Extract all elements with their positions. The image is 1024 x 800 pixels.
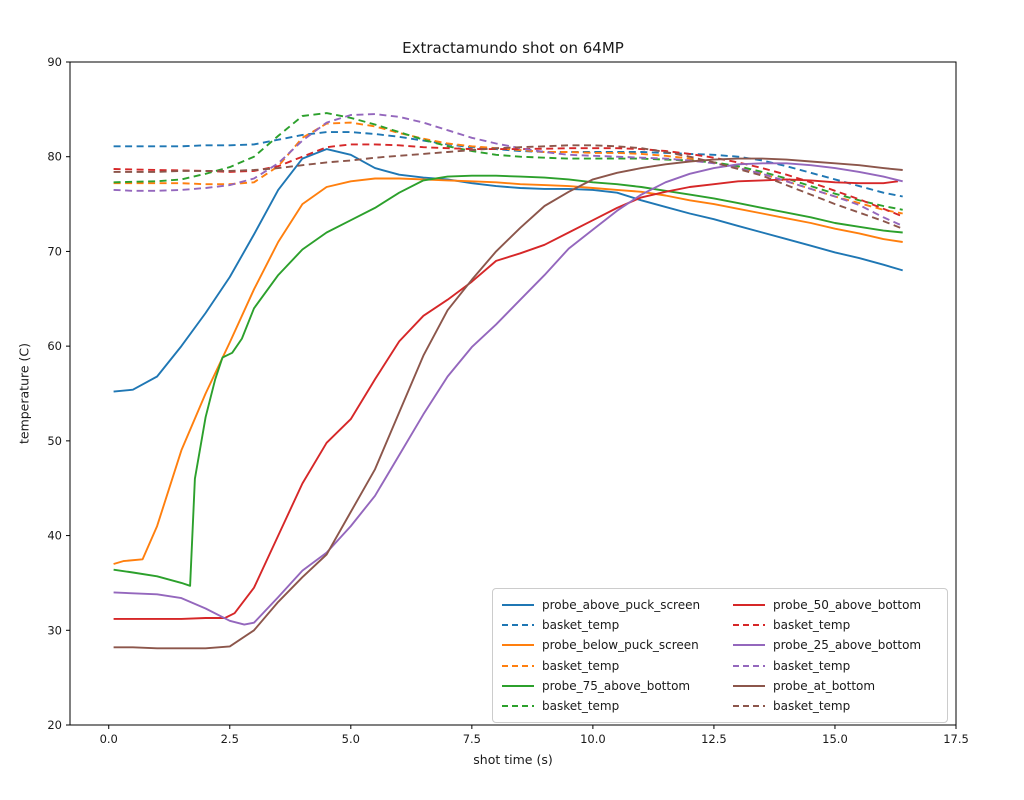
legend-line-sample: [733, 604, 765, 606]
y-tick-label: 80: [47, 150, 62, 164]
x-tick-label: 15.0: [822, 732, 848, 746]
legend-label: basket_temp: [542, 618, 620, 633]
legend-line-sample: [733, 624, 765, 627]
legend-line-sample: [733, 684, 765, 687]
legend-line-sample: [502, 684, 534, 687]
x-tick-label: 7.5: [463, 732, 481, 746]
legend-line-sample: [502, 704, 534, 707]
x-tick-label: 5.0: [342, 732, 360, 746]
x-tick-label: 17.5: [943, 732, 969, 746]
legend-entry: probe_above_puck_screen: [502, 595, 707, 615]
legend-label: probe_50_above_bottom: [773, 598, 922, 612]
series-line-0-probe_above_puck_screen: [113, 148, 903, 393]
legend-label: probe_above_puck_screen: [542, 598, 701, 612]
legend-entry: basket_temp: [733, 615, 938, 635]
legend-entry: basket_temp: [502, 615, 707, 635]
legend-line-sample: [502, 624, 534, 627]
x-tick-label: 0.0: [100, 732, 118, 746]
legend-entry: probe_25_above_bottom: [733, 635, 938, 655]
series-line-9-basket_temp: [113, 113, 904, 227]
y-tick-label: 50: [47, 434, 62, 448]
legend-entry: probe_75_above_bottom: [502, 676, 707, 696]
series-line-4-probe_75_above_bottom: [113, 174, 903, 587]
legend-line-sample: [733, 644, 765, 647]
legend-label: probe_below_puck_screen: [542, 638, 699, 653]
legend-label: probe_at_bottom: [773, 678, 876, 693]
chart-title: Extractamundo shot on 64MP: [402, 39, 624, 57]
legend-line-sample: [502, 644, 534, 647]
legend-entry: basket_temp: [733, 696, 938, 716]
legend-label: probe_75_above_bottom: [542, 678, 691, 693]
legend-entry: probe_at_bottom: [733, 676, 938, 696]
series-line-5-basket_temp: [113, 112, 903, 211]
legend-column: probe_50_above_bottom basket_temp probe_25…: [733, 595, 938, 716]
legend-line-sample: [502, 664, 534, 667]
legend-column: probe_above_puck_screen basket_temp probe_…: [502, 595, 707, 716]
series-line-6-probe_50_above_bottom: [113, 178, 899, 620]
legend-line-sample: [733, 664, 765, 667]
legend-entry: basket_temp: [502, 696, 707, 716]
y-axis-label: temperature (C): [16, 342, 32, 445]
legend-entry: basket_temp: [502, 656, 707, 676]
x-tick-label: 10.0: [580, 732, 606, 746]
series-line-2-probe_below_puck_screen: [113, 177, 903, 565]
legend-label: probe_25_above_bottom: [773, 638, 922, 653]
legend-label: basket_temp: [773, 618, 851, 633]
series-line-3-basket_temp: [113, 121, 903, 215]
legend: probe_above_puck_screen basket_temp probe_…: [492, 588, 948, 723]
legend-entry: probe_below_puck_screen: [502, 635, 707, 655]
y-tick-label: 40: [47, 529, 62, 543]
y-tick-label: 70: [47, 244, 62, 258]
series-line-10-probe_at_bottom: [113, 157, 903, 650]
legend-entry: probe_50_above_bottom: [733, 595, 938, 615]
legend-label: basket_temp: [542, 698, 620, 713]
legend-entry: basket_temp: [733, 656, 938, 676]
legend-label: basket_temp: [773, 658, 851, 673]
x-axis-label: shot time (s): [473, 752, 553, 767]
legend-label: basket_temp: [542, 658, 620, 673]
legend-line-sample: [733, 704, 765, 707]
y-tick-label: 90: [47, 55, 62, 69]
y-tick-label: 30: [47, 623, 62, 637]
legend-label: basket_temp: [773, 698, 851, 713]
x-tick-label: 12.5: [701, 732, 727, 746]
series-line-11-basket_temp: [113, 144, 904, 230]
series-line-8-probe_25_above_bottom: [113, 162, 903, 626]
x-tick-label: 2.5: [221, 732, 239, 746]
y-tick-label: 20: [47, 718, 62, 732]
y-tick-label: 60: [47, 339, 62, 353]
axes-spines: [69, 61, 957, 726]
legend-line-sample: [502, 604, 534, 606]
